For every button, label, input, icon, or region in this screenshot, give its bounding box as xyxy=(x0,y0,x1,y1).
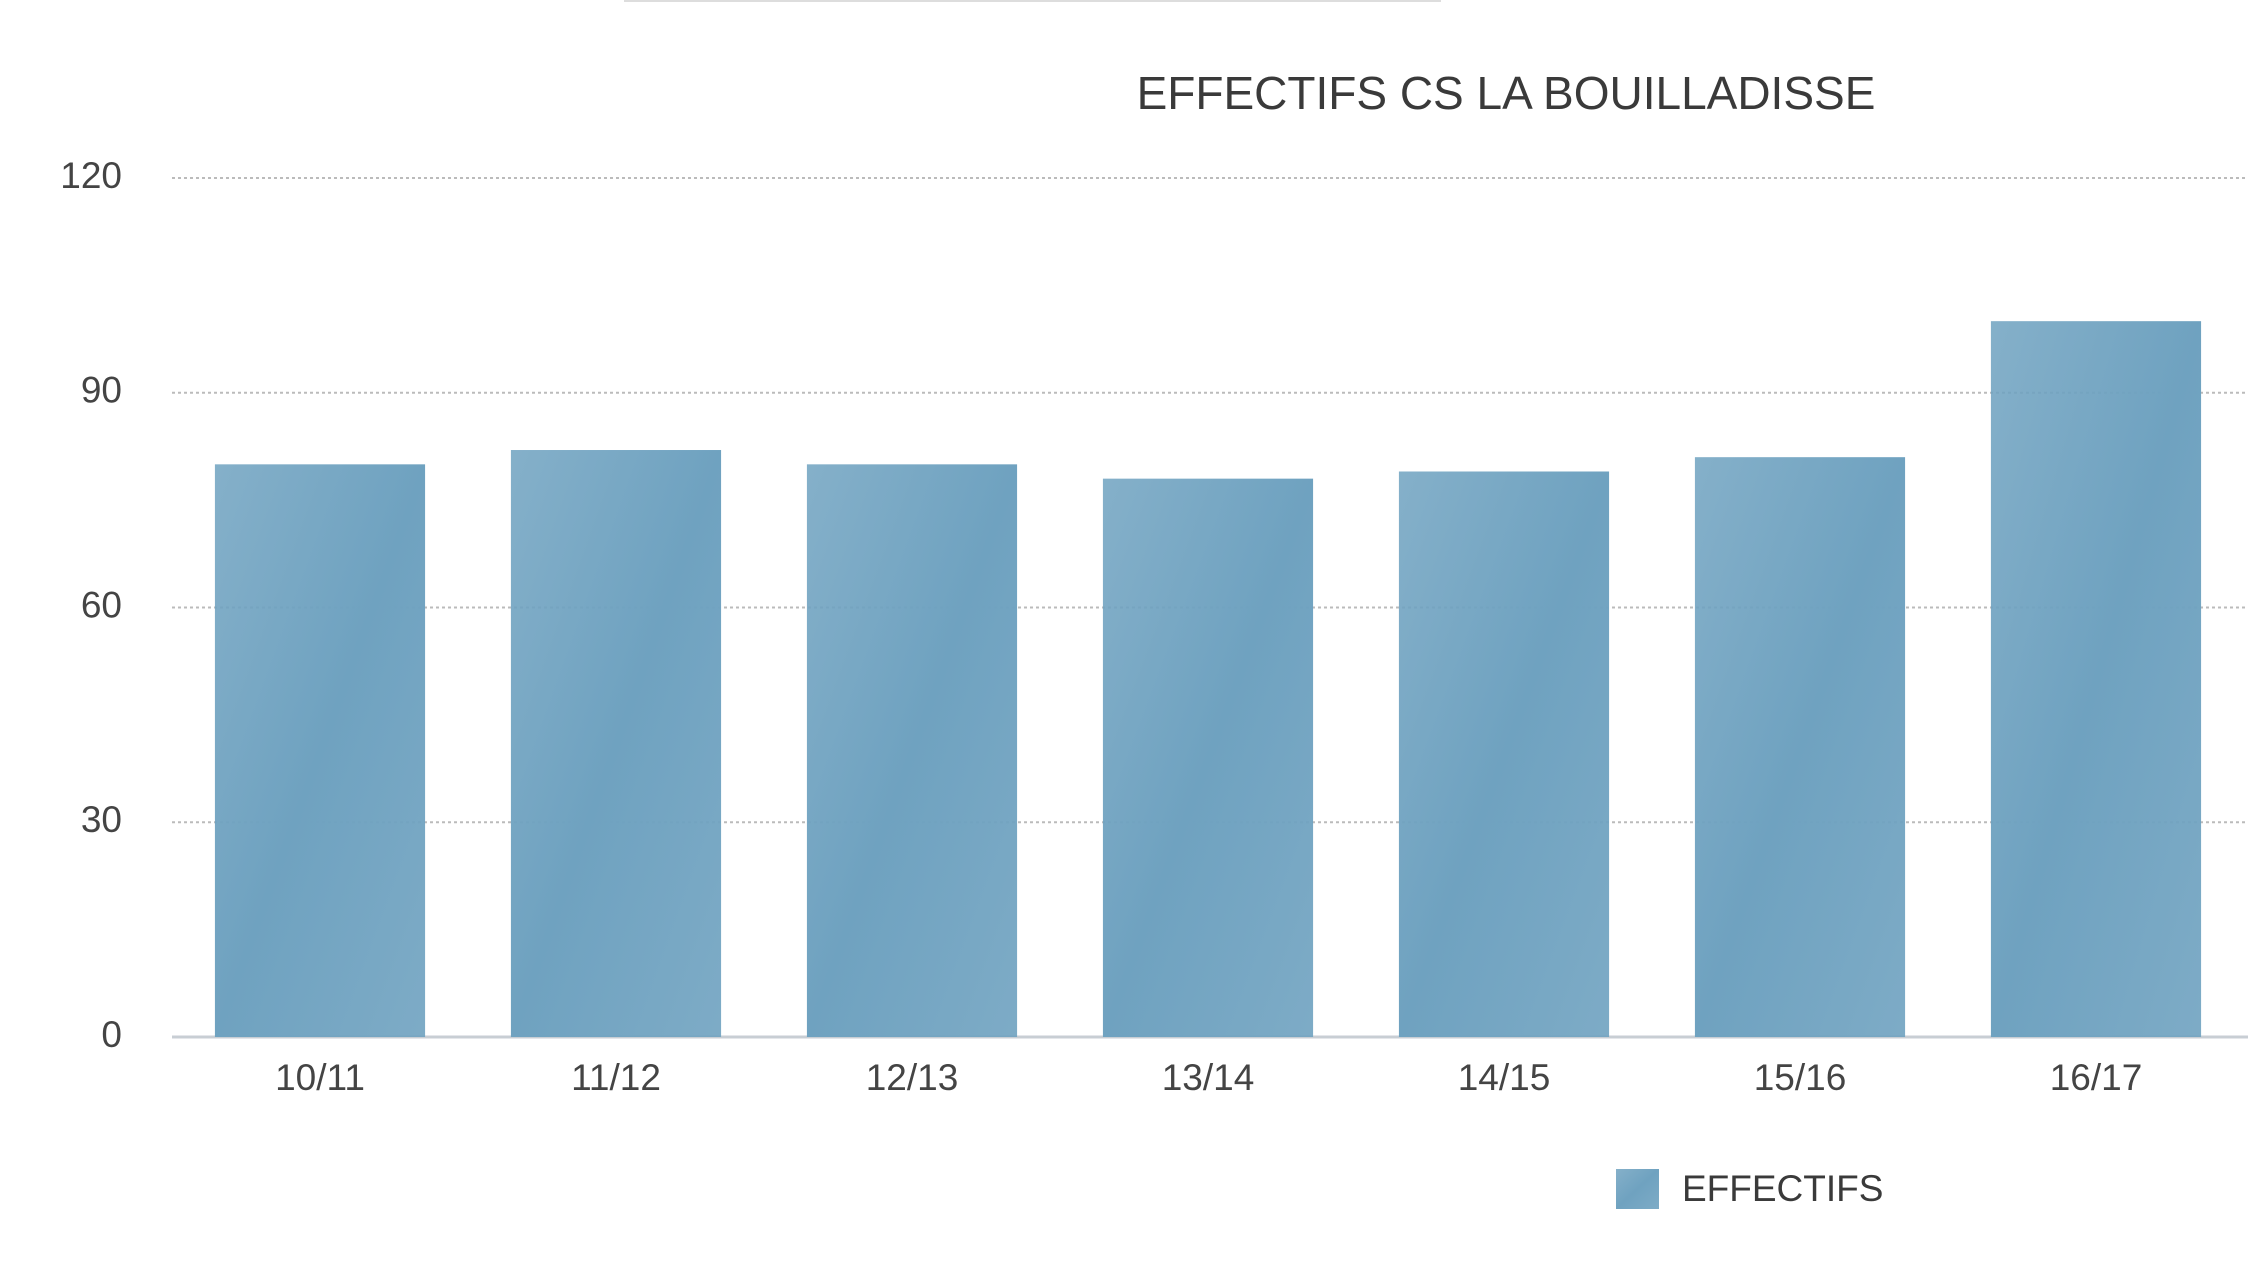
y-tick-label: 30 xyxy=(81,799,122,840)
bar xyxy=(1102,478,1314,1037)
bar xyxy=(214,464,426,1037)
legend-label: EFFECTIFS xyxy=(1682,1168,1883,1209)
y-tick-label: 60 xyxy=(81,584,122,625)
y-tick-label: 90 xyxy=(81,370,122,411)
x-tick-label: 11/12 xyxy=(571,1057,661,1098)
bar xyxy=(510,450,722,1037)
x-tick-label: 13/14 xyxy=(1162,1057,1255,1098)
x-tick-label: 15/16 xyxy=(1754,1057,1847,1098)
chart-title: EFFECTIFS CS LA BOUILLADISSE xyxy=(1137,67,1876,119)
bar xyxy=(806,464,1018,1037)
x-tick-label: 10/11 xyxy=(275,1057,365,1098)
legend-swatch xyxy=(1616,1169,1659,1209)
y-tick-label: 120 xyxy=(60,155,122,196)
bar xyxy=(1398,471,1610,1037)
bar xyxy=(1990,321,2202,1038)
x-tick-label: 16/17 xyxy=(2050,1057,2143,1098)
bar xyxy=(1694,457,1906,1037)
y-tick-label: 0 xyxy=(101,1014,122,1055)
x-tick-label: 14/15 xyxy=(1458,1057,1551,1098)
x-tick-label: 12/13 xyxy=(866,1057,959,1098)
